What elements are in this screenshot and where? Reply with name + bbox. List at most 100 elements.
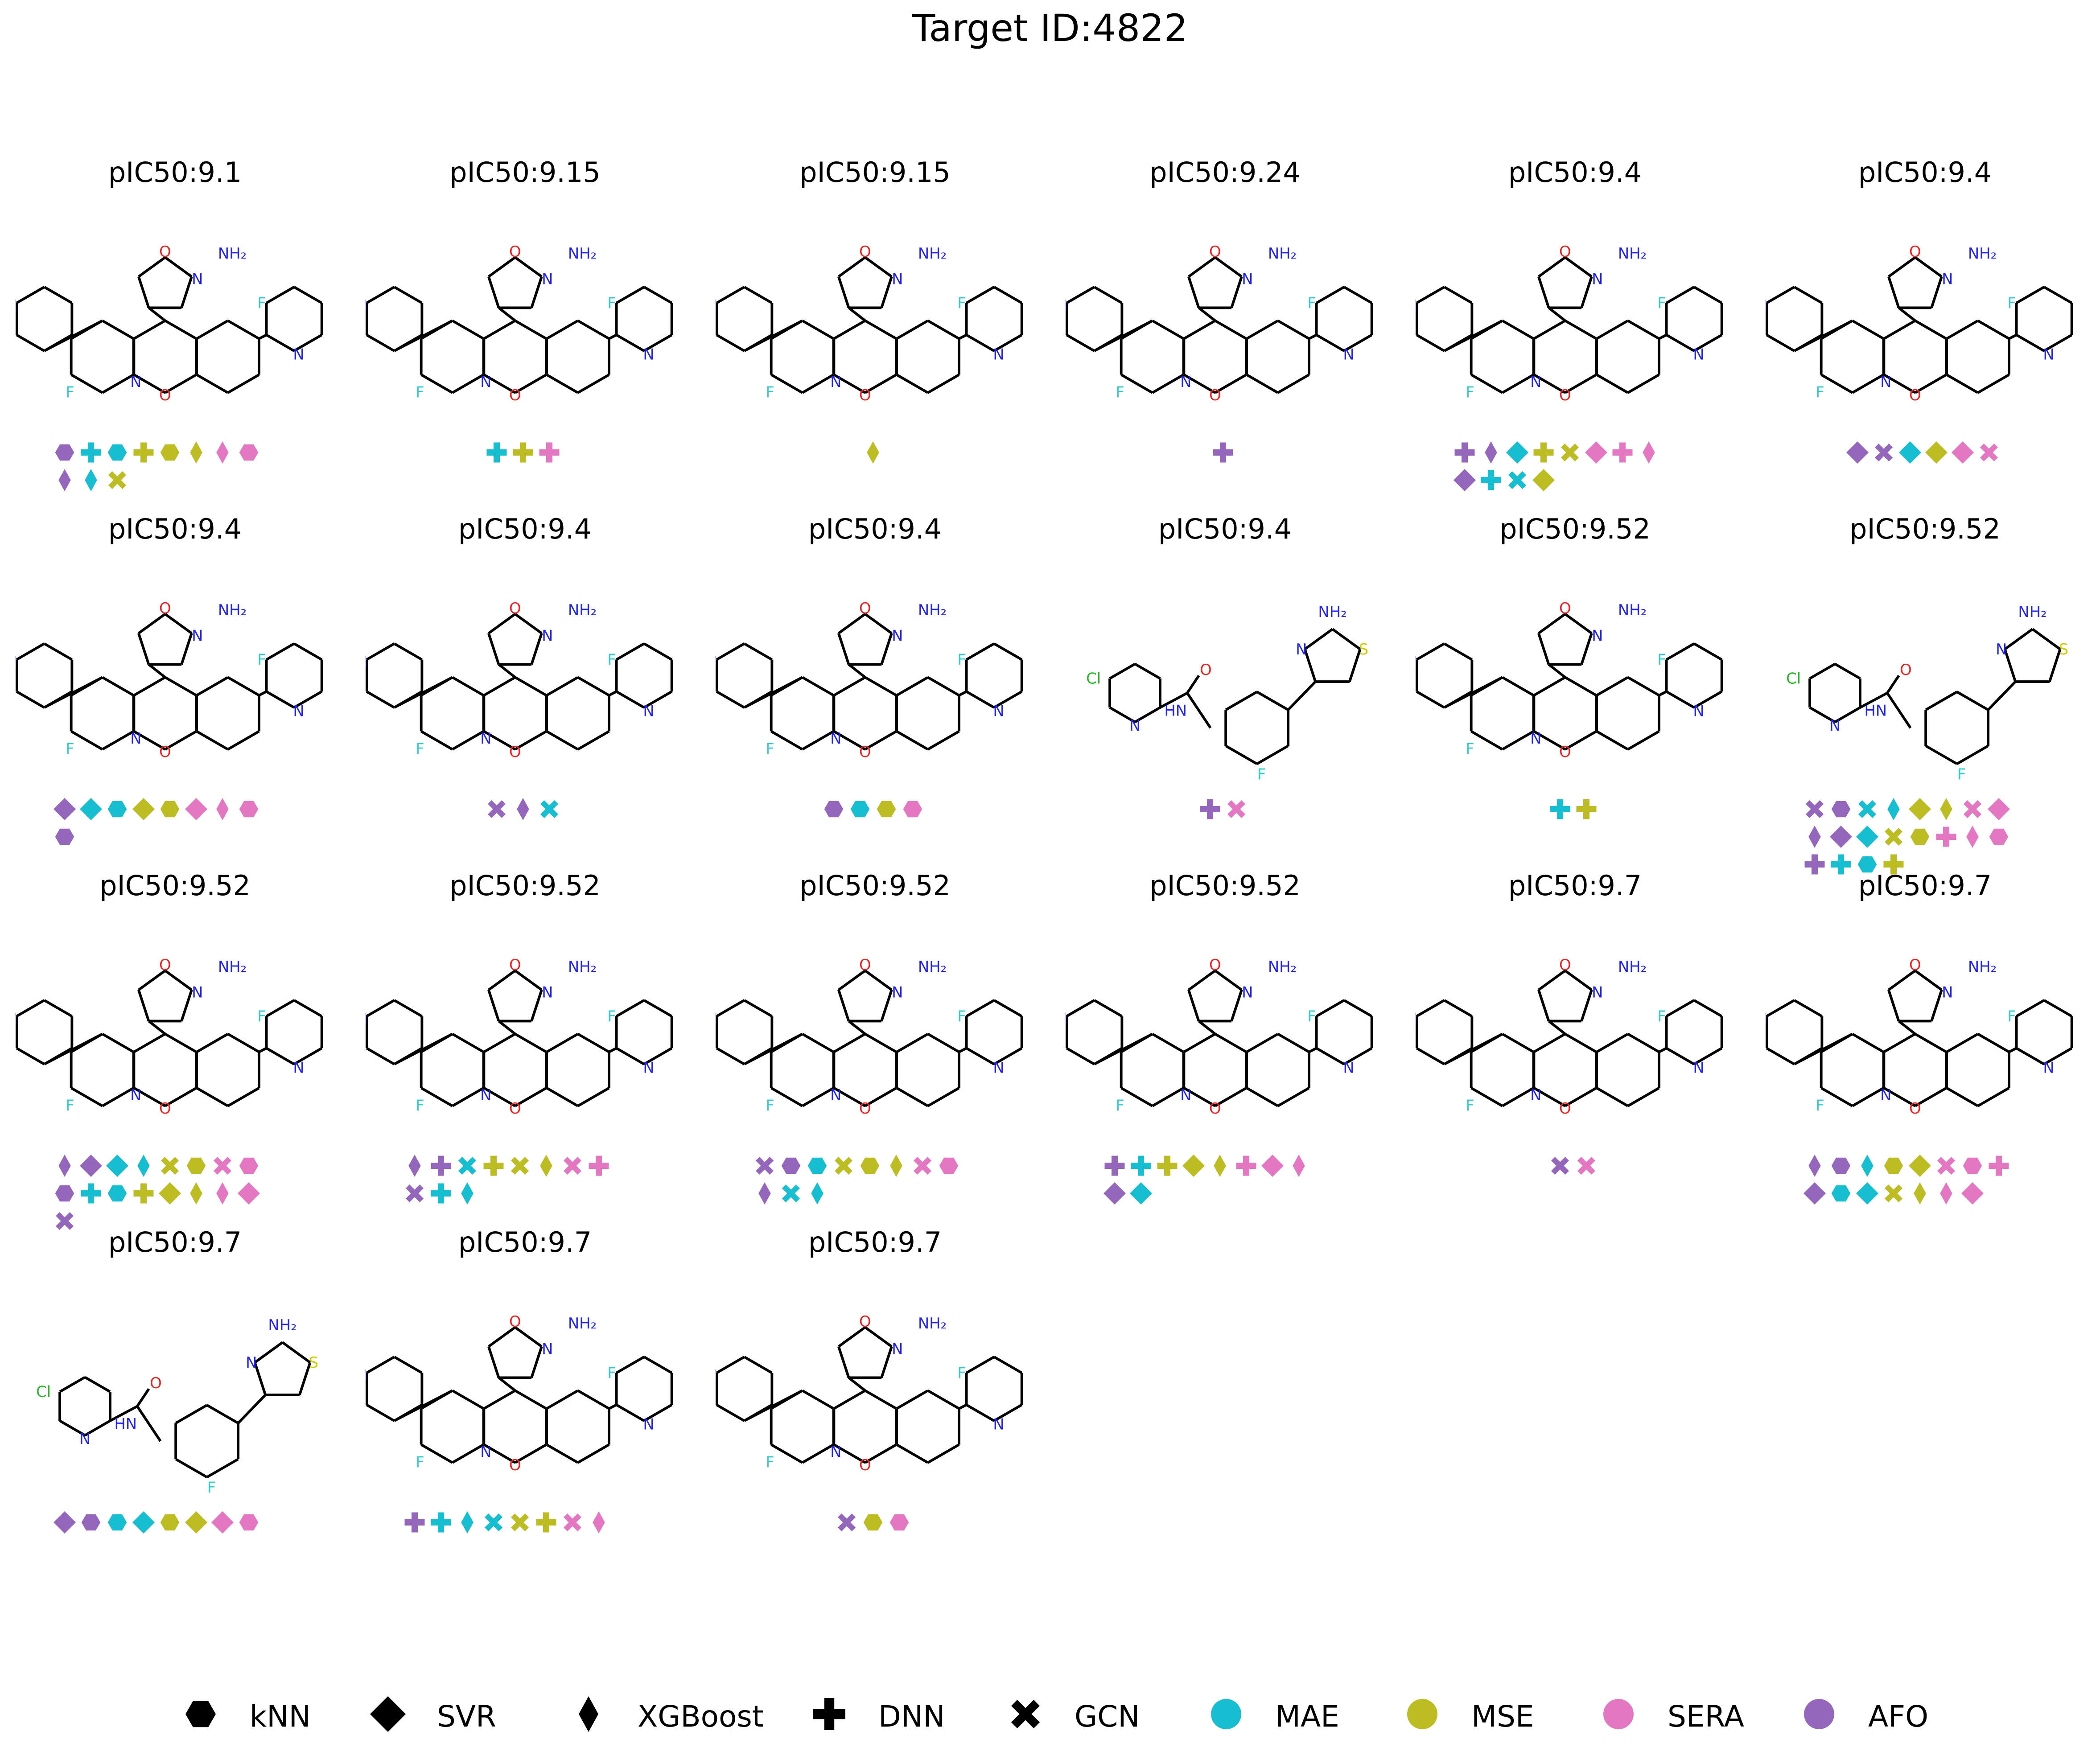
molecule-card: pIC50:9.7 O N O NH₂ N F N F N: [1750, 713, 2100, 1205]
hex-mse-marker: [1910, 828, 1930, 845]
plus-afo-marker: [1213, 442, 1233, 463]
svg-text:O: O: [1209, 243, 1221, 260]
hex-afo-marker: [81, 1514, 101, 1531]
diamond-mse-marker: [1182, 1155, 1205, 1177]
plus-afo-marker: [404, 1512, 425, 1533]
legend-x-icon: [1011, 1700, 1040, 1728]
svg-text:N: N: [192, 270, 203, 288]
molecule-structure: O N O NH₂ N F N F N: [366, 600, 673, 761]
x-mae-marker: [485, 1513, 502, 1531]
svg-text:N: N: [1942, 983, 1953, 1001]
x-mse-marker: [1885, 1184, 1902, 1202]
molecule-structure: O N O NH₂ N F N F N: [1416, 243, 1723, 404]
svg-text:NH₂: NH₂: [1618, 245, 1647, 262]
svg-text:NH₂: NH₂: [918, 1315, 947, 1332]
legend-label: AFO: [1868, 1699, 1929, 1734]
molecule-label: pIC50:9.4: [808, 513, 942, 545]
molecule-card: pIC50:9.52 O N O NH₂ N F N F N: [700, 713, 1050, 1205]
molecule-structure: O N O NH₂ N F N F N: [716, 243, 1023, 404]
thin-sera-marker: [1293, 1155, 1305, 1177]
svg-text:F: F: [257, 1007, 266, 1025]
svg-text:NH₂: NH₂: [1968, 958, 1997, 975]
molecule-card: pIC50:9.4 O N O NH₂ N F N F N: [0, 357, 350, 845]
svg-text:NH₂: NH₂: [218, 958, 247, 975]
molecule-label: pIC50:9.4: [1158, 513, 1292, 545]
x-mae-marker: [1508, 471, 1526, 489]
svg-text:F: F: [957, 1007, 966, 1025]
x-sera-marker: [214, 1157, 231, 1175]
x-sera-marker: [564, 1157, 581, 1175]
diamond-mae-marker: [1130, 1182, 1152, 1205]
svg-text:N: N: [1530, 1086, 1541, 1104]
plus-sera-marker: [1612, 442, 1633, 463]
svg-text:O: O: [1559, 600, 1571, 617]
x-mse-marker: [1561, 444, 1579, 461]
svg-text:N: N: [2043, 1059, 2054, 1077]
plus-mse-marker: [1883, 854, 1904, 875]
hex-mse-marker: [863, 1514, 883, 1531]
plus-mae-marker: [486, 442, 507, 463]
diamond-mae-marker: [1898, 441, 1921, 464]
svg-text:O: O: [509, 956, 521, 974]
hex-mse-marker: [160, 1514, 180, 1531]
hex-afo-marker: [781, 1157, 801, 1174]
svg-text:O: O: [1559, 243, 1571, 260]
svg-text:O: O: [1909, 956, 1921, 974]
svg-text:O: O: [1559, 956, 1571, 974]
diamond-sera-marker: [1585, 441, 1607, 464]
plus-sera-marker: [1989, 1156, 2009, 1176]
svg-text:N: N: [542, 270, 553, 288]
svg-text:F: F: [766, 740, 774, 757]
legend: kNN SVR XGBoost DNN GCN MAE MSE SERA AFO: [0, 1690, 2100, 1743]
svg-text:HN: HN: [1864, 702, 1887, 719]
thin-mae-marker: [811, 1182, 824, 1205]
svg-text:O: O: [1909, 387, 1921, 404]
diamond-mse-marker: [159, 1182, 181, 1205]
plus-afo-marker: [1454, 442, 1475, 463]
svg-text:N: N: [130, 373, 141, 391]
svg-text:Cl: Cl: [1786, 670, 1801, 687]
x-sera-marker: [1964, 800, 1981, 818]
svg-text:N: N: [716, 297, 718, 314]
x-sera-marker: [1227, 800, 1245, 818]
svg-text:N: N: [130, 1086, 141, 1104]
svg-text:F: F: [1657, 1007, 1666, 1025]
legend-label: SERA: [1668, 1699, 1744, 1734]
molecule-label: pIC50:9.1: [108, 156, 242, 189]
molecule-structure: O N O NH₂ N F N F N: [716, 1313, 1023, 1474]
svg-text:N: N: [1766, 297, 1768, 314]
svg-text:N: N: [830, 1443, 841, 1460]
svg-text:NH₂: NH₂: [568, 245, 597, 262]
svg-text:NH₂: NH₂: [918, 601, 947, 619]
x-mse-marker: [835, 1157, 852, 1175]
molecule-structure: O N O NH₂ N F N F N: [16, 956, 323, 1117]
diamond-sera-marker: [185, 798, 207, 820]
svg-text:NH₂: NH₂: [918, 245, 947, 262]
svg-text:F: F: [1466, 1097, 1474, 1114]
plus-sera-marker: [1236, 1156, 1256, 1176]
molecule-card: pIC50:9.4 O N O NH₂ N F N F N: [1750, 0, 2100, 464]
thin-sera-marker: [216, 1182, 229, 1205]
plus-mse-marker: [536, 1512, 556, 1533]
svg-text:N: N: [293, 1059, 304, 1077]
svg-text:F: F: [1657, 294, 1666, 312]
svg-text:N: N: [1416, 654, 1418, 671]
plus-mae-marker: [431, 1183, 451, 1204]
thin-afo-marker: [1485, 441, 1497, 464]
svg-text:F: F: [416, 1097, 424, 1114]
svg-text:O: O: [1559, 1100, 1571, 1117]
molecule-card: pIC50:9.4 O N O NH₂ N F N F N: [1400, 0, 1750, 491]
diamond-mae-marker: [1856, 1182, 1878, 1205]
svg-text:N: N: [1530, 373, 1541, 391]
x-afo-marker: [1806, 800, 1824, 818]
diamond-afo-marker: [1454, 469, 1476, 491]
hex-mse-marker: [160, 444, 180, 461]
molecule-label: pIC50:9.15: [449, 156, 601, 189]
legend-label: GCN: [1075, 1699, 1140, 1734]
legend-label: kNN: [250, 1699, 311, 1734]
molecule-label: pIC50:9.52: [449, 869, 601, 902]
thin-mse-marker: [190, 441, 202, 464]
svg-text:N: N: [2043, 346, 2054, 363]
svg-text:O: O: [1209, 956, 1221, 974]
molecule-card: pIC50:9.7 O N O NH₂ N F N F N: [350, 1070, 700, 1534]
